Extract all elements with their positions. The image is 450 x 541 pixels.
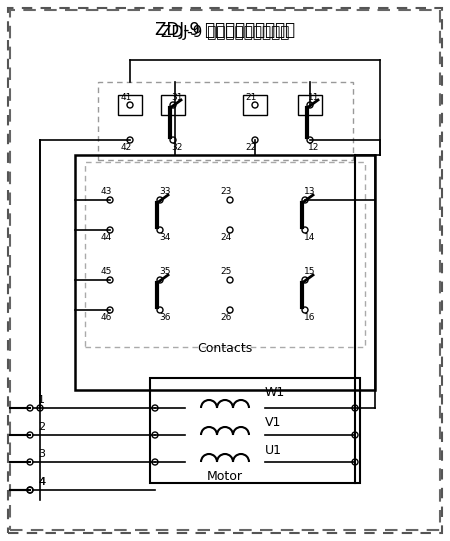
Bar — [150, 378, 360, 483]
Text: 21: 21 — [245, 93, 256, 102]
Text: 36: 36 — [159, 313, 171, 322]
Bar — [161, 95, 185, 115]
Text: 42: 42 — [121, 143, 131, 153]
Text: Contacts: Contacts — [198, 341, 252, 354]
Text: 25: 25 — [220, 267, 232, 276]
Text: W1: W1 — [265, 386, 285, 399]
Text: 44: 44 — [100, 234, 112, 242]
Text: V1: V1 — [265, 417, 281, 430]
Bar — [75, 155, 375, 390]
Bar — [98, 82, 353, 160]
Text: 1: 1 — [38, 395, 45, 405]
Text: 33: 33 — [159, 188, 171, 196]
Text: 4: 4 — [38, 477, 45, 487]
Text: 23: 23 — [220, 188, 232, 196]
Text: 24: 24 — [220, 234, 232, 242]
Text: 3: 3 — [38, 449, 45, 459]
Text: 11: 11 — [308, 93, 320, 102]
Text: 22: 22 — [245, 143, 256, 153]
Text: 16: 16 — [304, 313, 316, 322]
Text: Motor: Motor — [207, 470, 243, 483]
Text: 4: 4 — [38, 477, 45, 487]
Text: 26: 26 — [220, 313, 232, 322]
Bar — [298, 95, 322, 115]
Bar — [85, 162, 365, 347]
Text: 35: 35 — [159, 267, 171, 276]
Text: 34: 34 — [159, 234, 171, 242]
Text: U1: U1 — [265, 444, 282, 457]
Text: 15: 15 — [304, 267, 316, 276]
Text: 46: 46 — [100, 313, 112, 322]
Text: 41: 41 — [120, 93, 132, 102]
Text: 14: 14 — [304, 234, 316, 242]
Bar — [118, 95, 142, 115]
Text: 12: 12 — [308, 143, 319, 153]
Text: 45: 45 — [100, 267, 112, 276]
Text: 32: 32 — [171, 143, 183, 153]
Text: 31: 31 — [171, 93, 183, 102]
Text: 13: 13 — [304, 188, 316, 196]
Text: 2: 2 — [38, 422, 45, 432]
Text: ZDJ-9 转辙机四线制配线图: ZDJ-9 转辙机四线制配线图 — [155, 21, 295, 39]
Bar — [243, 95, 267, 115]
Text: ZDJ-9 转辙机四线制配线图: ZDJ-9 转辙机四线制配线图 — [161, 24, 289, 39]
Text: 43: 43 — [100, 188, 112, 196]
